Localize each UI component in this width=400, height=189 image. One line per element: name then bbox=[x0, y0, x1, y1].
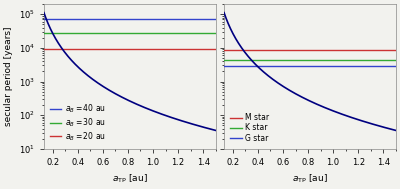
X-axis label: $a_{\mathrm{TP}}$ [au]: $a_{\mathrm{TP}}$ [au] bbox=[292, 172, 328, 185]
Y-axis label: secular period [years]: secular period [years] bbox=[4, 27, 13, 126]
Legend: $a_B = 40$ au, $a_B = 30$ au, $a_B = 20$ au: $a_B = 40$ au, $a_B = 30$ au, $a_B = 20$… bbox=[48, 101, 108, 145]
X-axis label: $a_{\mathrm{TP}}$ [au]: $a_{\mathrm{TP}}$ [au] bbox=[112, 172, 148, 185]
Legend: M star, K star, G star: M star, K star, G star bbox=[228, 111, 271, 145]
